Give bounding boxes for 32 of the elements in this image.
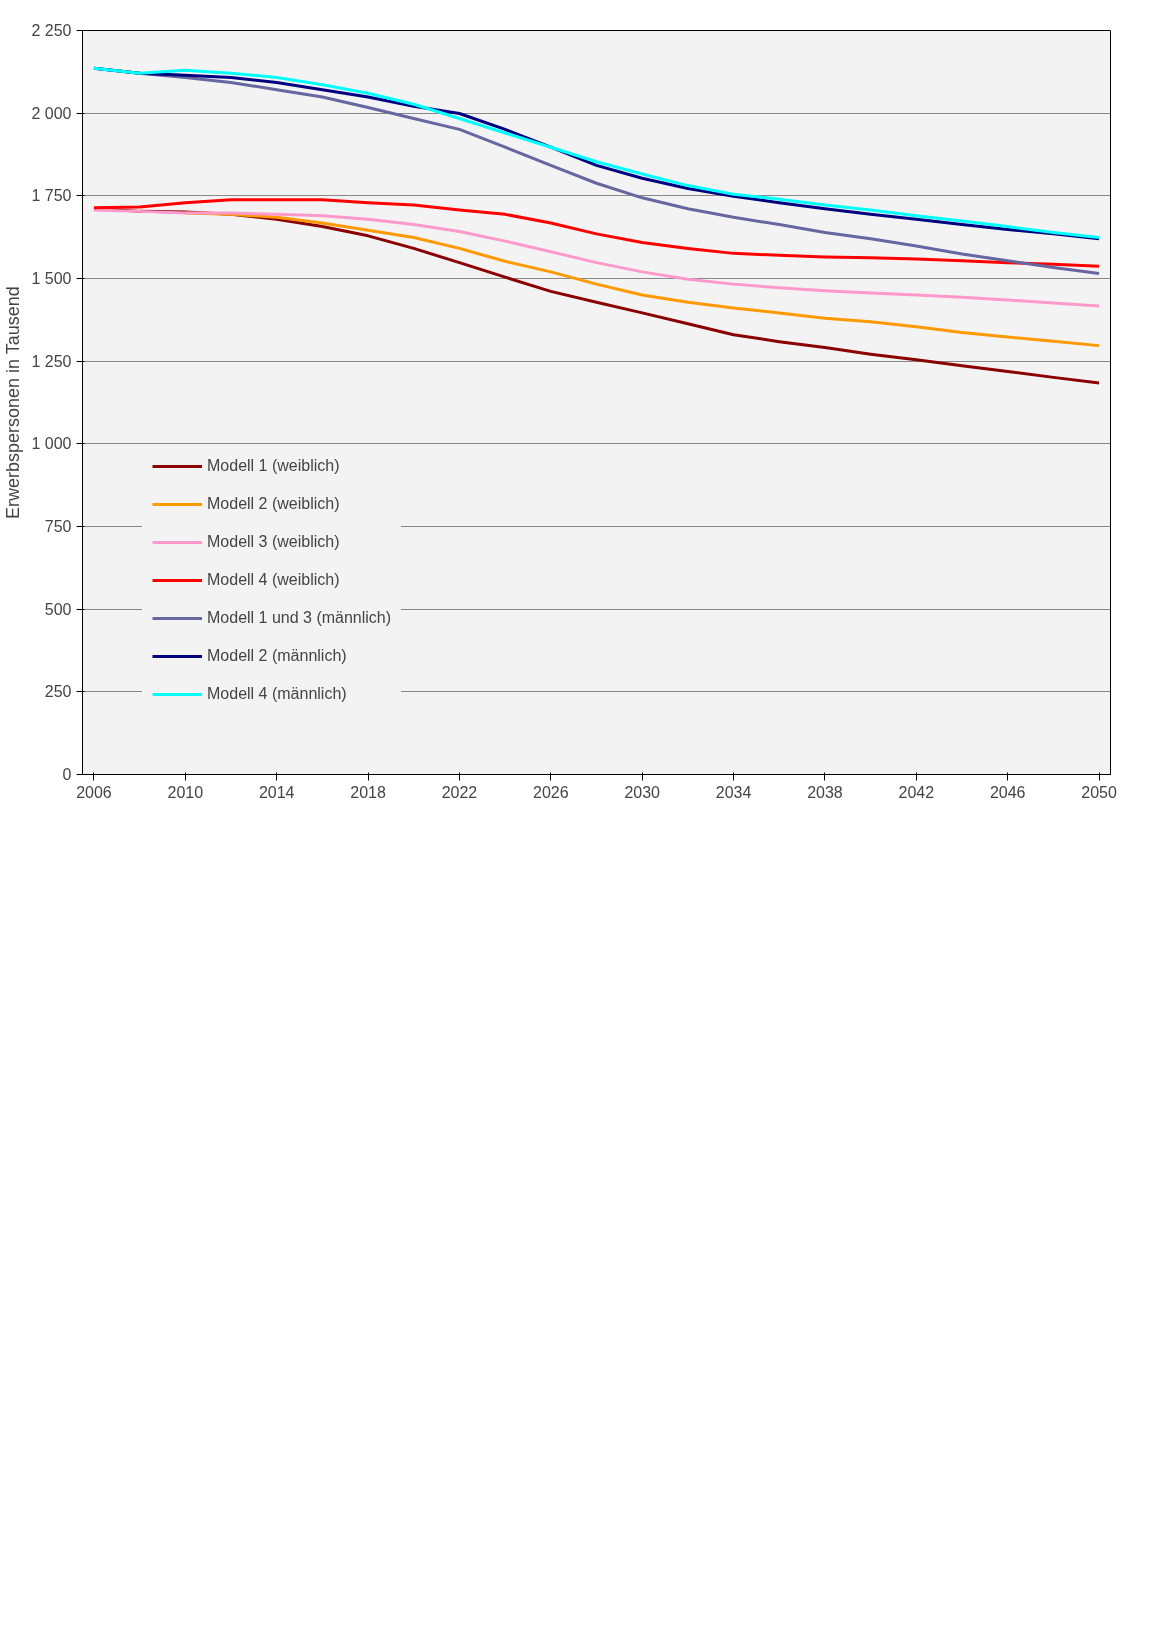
- y-tick-label: 1 250: [31, 352, 72, 370]
- x-tick-label: 2010: [167, 783, 204, 801]
- x-tick-label: 2006: [76, 783, 112, 801]
- x-tick-label: 2050: [1081, 783, 1117, 801]
- x-tick-label: 2038: [807, 783, 843, 801]
- legend-label: Modell 2 (weiblich): [207, 495, 340, 513]
- y-tick-label: 250: [44, 683, 72, 701]
- legend-label: Modell 2 (männlich): [207, 647, 347, 665]
- y-tick-label: 1 000: [31, 435, 72, 453]
- x-tick-label: 2042: [898, 783, 935, 801]
- x-tick-label: 2034: [715, 783, 752, 801]
- legend-label: Modell 1 und 3 (männlich): [207, 609, 392, 627]
- y-tick-label: 1 500: [31, 270, 72, 287]
- line-series: [92, 208, 1101, 308]
- legend-label: Modell 4 (männlich): [207, 685, 347, 703]
- x-tick-label: 2014: [258, 783, 295, 801]
- legend-label: Modell 3 (weiblich): [207, 533, 340, 551]
- x-tick-label: 2026: [533, 783, 569, 801]
- y-axis-title: Erwerbspersonen in Tausend: [3, 286, 24, 520]
- x-tick-label: 2022: [441, 783, 478, 801]
- legend-label: Modell 4 (weiblich): [207, 571, 340, 589]
- x-tick-label: 2030: [624, 783, 661, 801]
- x-tick-label: 2018: [350, 783, 386, 801]
- line-series: [92, 198, 1101, 268]
- legend-label: Modell 1 (weiblich): [207, 457, 340, 475]
- y-tick-label: 750: [44, 518, 72, 535]
- y-tick-label: 1 750: [31, 187, 72, 205]
- y-tick-label: 500: [44, 600, 72, 618]
- y-tick-label: 2 000: [31, 104, 72, 122]
- y-tick-label: 0: [62, 766, 72, 783]
- y-tick-label: 2 250: [31, 22, 72, 39]
- x-tick-label: 2046: [989, 783, 1026, 801]
